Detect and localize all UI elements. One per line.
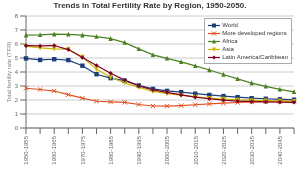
svg-text:2: 2 (15, 97, 19, 103)
svg-text:2040-2045: 2040-2045 (277, 135, 283, 164)
html-text:Latin America/Caribbean: Latin America/Caribbean (222, 54, 288, 60)
html-text:Africa: Africa (222, 38, 238, 44)
svg-text:1950-1955: 1950-1955 (23, 135, 29, 164)
svg-text:Total fertility rate (TFR): Total fertility rate (TFR) (8, 41, 12, 102)
svg-text:3: 3 (15, 83, 19, 89)
svg-text:7: 7 (15, 27, 19, 33)
svg-text:1960-1965: 1960-1965 (51, 135, 57, 164)
svg-text:4: 4 (15, 69, 19, 75)
html-text:World: World (222, 22, 238, 28)
svg-text:6: 6 (15, 41, 19, 47)
svg-text:0: 0 (15, 125, 19, 131)
svg-text:2030-2035: 2030-2035 (249, 135, 255, 164)
svg-text:2020-2025: 2020-2025 (221, 135, 227, 164)
svg-text:1: 1 (15, 111, 19, 117)
svg-text:5: 5 (15, 55, 19, 61)
svg-text:8: 8 (15, 13, 19, 19)
html-text:Trends in Total Fertility Rate: Trends in Total Fertility Rate by Region… (53, 1, 247, 10)
html-text:More developed regions: More developed regions (222, 30, 287, 36)
svg-text:2010-2015: 2010-2015 (193, 135, 199, 164)
svg-text:1970-1975: 1970-1975 (80, 135, 86, 164)
svg-text:1990-1995: 1990-1995 (136, 135, 142, 164)
svg-text:2000-2005: 2000-2005 (164, 135, 170, 164)
html-text:Asia: Asia (222, 46, 234, 52)
svg-text:1980-1985: 1980-1985 (108, 135, 114, 164)
